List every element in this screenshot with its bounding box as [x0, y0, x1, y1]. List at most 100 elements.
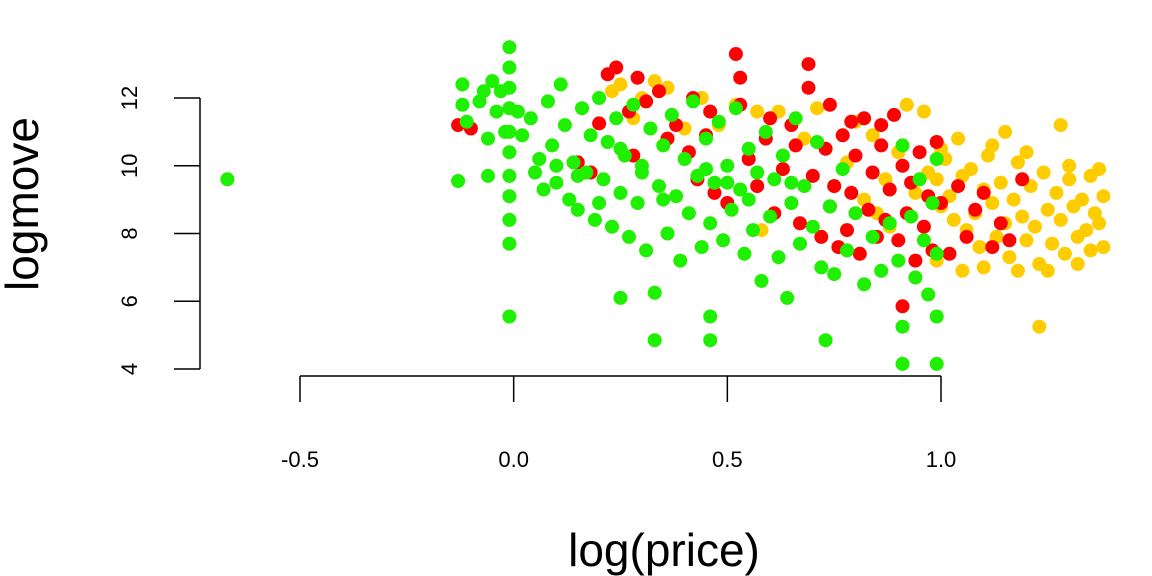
data-point [707, 175, 722, 190]
data-point [502, 189, 517, 204]
data-point [840, 243, 854, 258]
data-point [976, 185, 991, 200]
data-point [899, 97, 914, 112]
data-point [810, 135, 825, 149]
data-point [946, 212, 961, 227]
data-point [1079, 223, 1094, 238]
data-point [1053, 212, 1068, 227]
data-point [1092, 216, 1107, 231]
data-point [1032, 319, 1047, 334]
data-point [916, 219, 931, 234]
data-point [528, 165, 542, 180]
data-point [741, 152, 756, 166]
data-point [895, 158, 910, 173]
data-point [1015, 172, 1030, 187]
data-point [720, 175, 735, 190]
data-point [763, 111, 778, 126]
data-point [220, 172, 235, 187]
data-point [942, 246, 957, 261]
data-point [669, 189, 684, 204]
data-point [510, 104, 525, 119]
x-tick-label: 1.0 [926, 447, 957, 472]
data-point [775, 148, 790, 163]
data-point [767, 172, 782, 187]
data-point [652, 84, 666, 99]
data-point [575, 101, 589, 116]
data-point [681, 206, 696, 221]
data-point [481, 131, 495, 146]
data-point [613, 141, 628, 156]
data-point [929, 246, 944, 261]
data-point [1028, 219, 1042, 234]
data-point [476, 84, 491, 99]
data-point [630, 70, 645, 85]
data-point [1040, 202, 1055, 217]
data-point [502, 236, 517, 251]
data-point [857, 277, 872, 292]
data-point [908, 270, 923, 285]
data-point [502, 212, 517, 227]
data-point [895, 299, 910, 314]
data-point [660, 226, 675, 241]
data-point [848, 148, 863, 163]
data-point [566, 155, 581, 170]
data-point [656, 192, 671, 207]
data-point [955, 263, 970, 278]
data-point [562, 192, 577, 207]
data-point [758, 124, 773, 139]
y-tick-label: 6 [117, 295, 142, 307]
data-point [502, 168, 517, 183]
y-tick-label: 4 [117, 363, 142, 375]
points-layer [220, 40, 1111, 371]
data-point [908, 253, 923, 268]
data-point [656, 138, 671, 153]
data-point [822, 199, 837, 214]
data-point [1019, 145, 1034, 160]
data-point [626, 97, 641, 112]
data-point [536, 182, 551, 197]
data-point [882, 216, 897, 231]
data-point [993, 216, 1008, 231]
y-tick-label: 8 [117, 227, 142, 239]
x-axis-title: log(price) [568, 524, 760, 576]
data-point [840, 223, 854, 238]
data-point [728, 101, 743, 116]
data-point [549, 175, 564, 190]
data-point [720, 158, 735, 173]
data-point [523, 111, 538, 126]
data-point [630, 196, 645, 210]
data-point [775, 162, 790, 177]
data-point [822, 97, 837, 112]
data-point [686, 94, 701, 109]
data-point [694, 240, 709, 255]
data-point [733, 182, 748, 197]
data-point [929, 309, 944, 324]
y-tick-label: 10 [117, 154, 142, 178]
data-point [583, 128, 598, 143]
data-point [818, 333, 833, 348]
data-point [609, 60, 624, 75]
data-point [502, 60, 517, 75]
data-point [455, 97, 470, 112]
data-point [929, 135, 944, 149]
data-point [1062, 158, 1077, 173]
data-point [814, 229, 829, 244]
data-point [754, 273, 769, 288]
data-point [968, 202, 983, 217]
data-point [746, 223, 760, 238]
data-point [750, 179, 765, 194]
data-point [741, 192, 756, 207]
data-point [553, 77, 568, 92]
data-point [647, 333, 662, 348]
data-point [1083, 243, 1098, 258]
data-point [750, 104, 765, 119]
data-point [489, 104, 504, 119]
data-point [805, 219, 820, 234]
data-point [515, 128, 530, 143]
data-point [844, 185, 859, 200]
data-point [921, 287, 936, 302]
data-point [605, 84, 619, 99]
data-point [1057, 246, 1072, 261]
data-point [835, 128, 850, 143]
